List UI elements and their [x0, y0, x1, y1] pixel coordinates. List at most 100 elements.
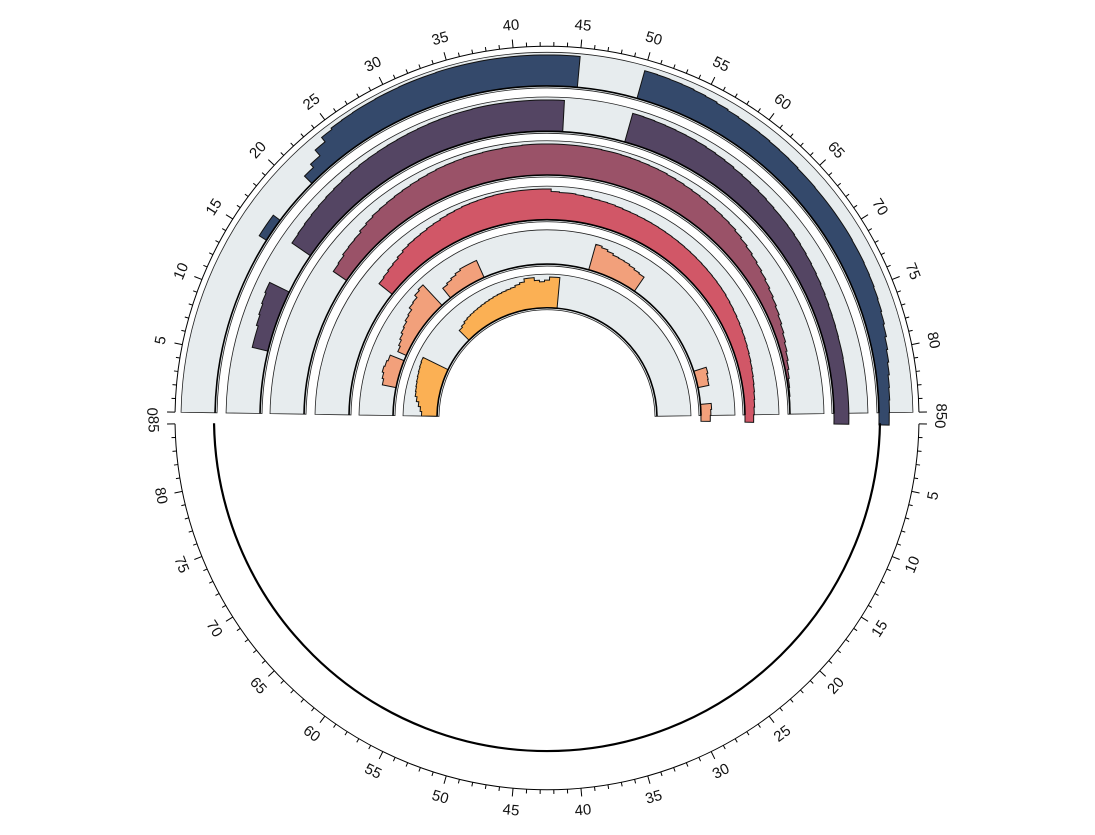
lower-tick — [356, 738, 360, 743]
upper-tick — [208, 252, 214, 256]
lower-axis-line — [174, 423, 920, 791]
upper-tick — [175, 356, 180, 359]
lower-tick — [868, 604, 873, 608]
lower-tick — [244, 639, 249, 643]
lower-tick — [184, 517, 189, 520]
upper-tick — [861, 214, 869, 220]
upper-tick-label: 35 — [430, 28, 451, 49]
upper-tick — [757, 108, 761, 113]
track-2-bars-2 — [291, 99, 565, 257]
upper-tick — [905, 316, 910, 319]
upper-tick — [344, 100, 348, 105]
upper-tick-label: 5 — [152, 334, 170, 346]
lower-tick-label: 20 — [824, 674, 848, 698]
lower-tick-label: 50 — [430, 787, 451, 808]
upper-tick — [173, 370, 178, 372]
upper-tick-label: 65 — [824, 138, 848, 162]
lower-tick — [911, 490, 920, 494]
tracks-layer — [180, 51, 914, 426]
upper-tick — [431, 59, 434, 65]
lower-tick — [837, 649, 842, 654]
lower-tick — [673, 767, 676, 772]
upper-tick — [734, 93, 738, 98]
upper-tick — [916, 370, 921, 372]
track-6-baseline — [436, 306, 658, 417]
upper-tick — [194, 276, 202, 280]
upper-tick — [722, 86, 726, 91]
upper-tick — [267, 159, 275, 166]
lower-tick — [261, 660, 266, 664]
lower-tick — [905, 517, 910, 520]
lower-tick — [896, 543, 902, 546]
upper-tick — [580, 39, 583, 48]
upper-tick — [746, 100, 750, 105]
lower-tick — [901, 530, 906, 533]
lower-tick — [188, 530, 193, 533]
lower-tick — [634, 779, 637, 784]
lower-tick — [457, 779, 460, 784]
upper-tick — [244, 193, 249, 197]
lower-tick — [194, 556, 202, 560]
upper-axis-line — [174, 45, 920, 413]
lower-tick-label: 55 — [362, 760, 384, 783]
upper-tick — [188, 303, 193, 306]
lower-tick — [800, 689, 804, 694]
lower-tick-label: 75 — [170, 554, 192, 576]
lower-tick — [874, 593, 879, 596]
lower-tick — [908, 504, 913, 507]
upper-tick — [810, 152, 814, 156]
track-2-bars-1 — [251, 281, 290, 352]
track-3-baseline — [303, 174, 791, 415]
upper-tick-label: 55 — [710, 53, 732, 76]
track-5-bars-2 — [397, 284, 443, 357]
upper-tick — [911, 342, 920, 346]
upper-tick — [174, 342, 183, 346]
upper-tick-label: 80 — [923, 330, 943, 350]
upper-tick-label: 45 — [574, 16, 592, 34]
upper-tick — [698, 74, 702, 79]
track-2 — [225, 96, 869, 425]
lower-tick — [580, 788, 583, 797]
upper-tick — [203, 264, 208, 268]
lower-tick — [173, 464, 178, 466]
lower-tick — [779, 707, 783, 712]
lower-tick — [810, 680, 814, 684]
upper-tick — [620, 49, 623, 54]
lower-tick — [225, 616, 233, 622]
track-5-bars-4 — [588, 243, 645, 292]
lower-tick-label: 40 — [574, 801, 592, 819]
lower-tick — [607, 784, 610, 789]
track-3 — [269, 140, 825, 415]
upper-tick — [405, 69, 409, 74]
lower-tick — [300, 698, 304, 703]
lower-tick — [698, 757, 702, 762]
track-5-baseline — [392, 263, 702, 416]
upper-tick — [457, 52, 460, 57]
lower-tick — [236, 627, 241, 632]
upper-tick — [392, 74, 396, 79]
lower-tick — [746, 731, 750, 736]
upper-tick-label: 70 — [868, 196, 891, 219]
upper-tick-label: 60 — [771, 90, 795, 114]
upper-tick — [800, 142, 804, 147]
lower-tick — [280, 680, 284, 684]
lower-tick — [311, 707, 315, 712]
track-2-baseline — [259, 130, 835, 414]
track-4-baseline — [348, 218, 746, 415]
lower-tick — [819, 670, 827, 677]
upper-tick — [225, 214, 233, 220]
lower-tick-label: 80 — [151, 486, 171, 506]
upper-tick — [828, 172, 833, 176]
lower-tick — [757, 723, 761, 728]
lower-tick — [620, 782, 623, 787]
lower-tick — [511, 788, 514, 797]
lower-tick — [790, 698, 794, 703]
lower-tick — [252, 649, 257, 654]
upper-tick — [378, 76, 384, 85]
lower-tick — [484, 784, 487, 789]
upper-tick-label: 30 — [362, 53, 384, 76]
upper-tick — [184, 316, 189, 319]
upper-tick — [181, 329, 186, 332]
track-4 — [314, 185, 780, 423]
